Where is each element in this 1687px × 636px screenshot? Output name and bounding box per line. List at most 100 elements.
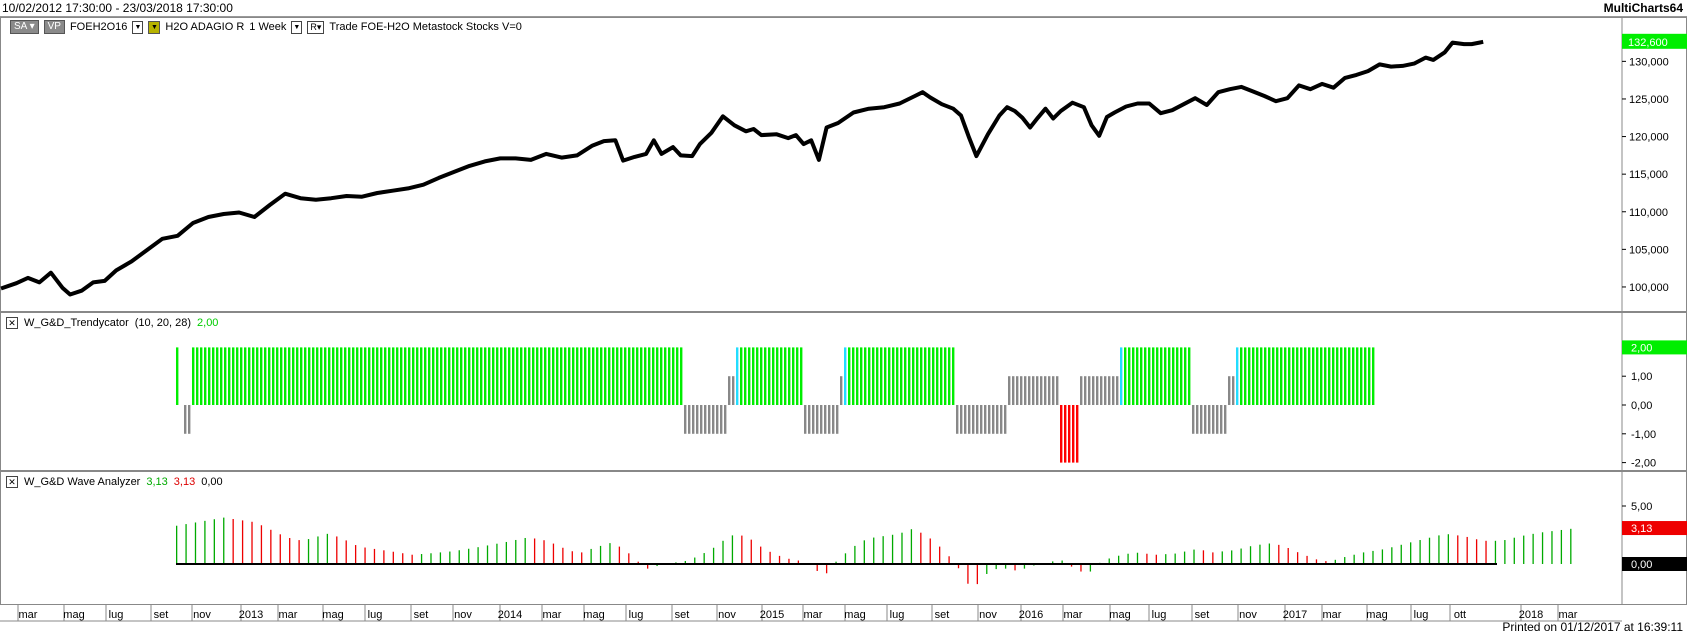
trendy-bar — [1160, 347, 1163, 405]
close-icon[interactable]: ✕ — [6, 476, 18, 488]
trendy-bar — [912, 347, 915, 405]
trendy-bar — [528, 347, 531, 405]
symbol-dropdown[interactable]: ▼ — [132, 20, 144, 34]
wave-bar — [1221, 551, 1223, 564]
trendy-bar — [260, 347, 263, 405]
trendy-bar — [288, 347, 291, 405]
trendy-bar — [404, 347, 407, 405]
trendy-bar — [884, 347, 887, 405]
wave-bar — [449, 551, 451, 564]
wave-bar — [703, 553, 705, 564]
resolution-dropdown[interactable]: ▼ — [291, 20, 303, 34]
trendy-bar — [1288, 347, 1291, 405]
x-tick-label: set — [675, 609, 690, 621]
trendy-bar — [316, 347, 319, 405]
trendy-bar — [448, 347, 451, 405]
trendy-bar — [600, 347, 603, 405]
trendy-bar — [1348, 347, 1351, 405]
trendy-bar — [424, 347, 427, 405]
trendy-bar — [420, 347, 423, 405]
trendy-bar — [1128, 347, 1131, 405]
trendy-bar — [300, 347, 303, 405]
trendy-bar — [364, 347, 367, 405]
trendy-bar — [544, 347, 547, 405]
x-tick-label: set — [1195, 609, 1210, 621]
wave-bar — [1136, 552, 1139, 564]
trendy-bar — [1008, 376, 1011, 405]
trendycator-value: 2,00 — [197, 317, 219, 329]
wave-bar — [816, 564, 818, 571]
trendy-bar — [1140, 347, 1143, 405]
trendy-bar — [820, 405, 823, 434]
trendy-bar — [216, 347, 219, 405]
trendy-bar — [184, 405, 187, 434]
trendy-bar — [576, 347, 579, 405]
trendy-bar — [1324, 347, 1327, 405]
wave-bar — [1457, 535, 1459, 564]
trendy-bar — [904, 347, 907, 405]
trendy-bar — [1012, 376, 1015, 405]
trendy-bar — [1084, 376, 1087, 405]
trendy-bar — [972, 405, 975, 434]
trendy-bar — [324, 347, 327, 405]
trendy-bar — [868, 347, 871, 405]
sa-button[interactable]: SA ▾ — [10, 20, 39, 34]
close-icon[interactable]: ✕ — [6, 317, 18, 329]
wave-bar — [882, 536, 884, 564]
trendy-bar — [768, 347, 771, 405]
trendycator-params: (10, 20, 28) — [134, 317, 192, 329]
trendy-bar — [256, 347, 259, 405]
wave-bar — [373, 548, 376, 564]
trendy-bar — [848, 347, 851, 405]
trendy-bar — [956, 405, 959, 434]
trendy-bar — [628, 347, 631, 405]
trendy-bar — [1352, 347, 1355, 405]
trendy-bar — [616, 347, 619, 405]
trendy-bar — [680, 347, 683, 405]
wave-bar — [468, 548, 470, 564]
r-label: R — [310, 21, 317, 32]
trendy-bar — [676, 347, 679, 405]
trendy-bar — [1296, 347, 1299, 405]
trendy-bar — [1364, 347, 1367, 405]
vp-button[interactable]: VP — [43, 20, 65, 34]
r-button[interactable]: R▾ — [307, 20, 325, 34]
trendy-bar — [264, 347, 267, 405]
trendy-bar — [1356, 347, 1359, 405]
y-tick-label: 125,000 — [1629, 94, 1669, 106]
trendy-bar — [624, 347, 627, 405]
trendy-bar — [1340, 347, 1343, 405]
wave-bar — [232, 518, 234, 564]
app-brand: MultiCharts64 — [1603, 1, 1683, 15]
trendy-bar — [672, 347, 675, 405]
wave-bar — [967, 564, 969, 584]
trendy-bar — [1136, 347, 1139, 405]
x-tick-label: mag — [322, 609, 343, 621]
wave-bar — [270, 529, 272, 564]
wave-bar — [1344, 557, 1346, 564]
trendy-bar — [524, 347, 527, 405]
wave-bar — [364, 547, 366, 564]
trendy-bar — [208, 347, 211, 405]
trendy-bar — [648, 347, 651, 405]
wave-bar — [1523, 535, 1525, 564]
y-tick-label: 1,00 — [1631, 371, 1652, 383]
trendy-bar — [380, 347, 383, 405]
wave-bar — [609, 543, 611, 564]
wave-bar — [486, 545, 489, 564]
wave-bar — [581, 552, 583, 564]
wave-bar — [948, 556, 950, 564]
wave-bar — [1504, 540, 1506, 564]
trendy-bar — [636, 347, 639, 405]
trendy-bar — [436, 347, 439, 405]
trendy-bar — [348, 347, 351, 405]
trendy-bar — [332, 347, 335, 405]
instrument-icon[interactable]: ▼ — [148, 20, 161, 34]
x-tick-label: lug — [1414, 609, 1429, 621]
trendy-bar — [1276, 347, 1279, 405]
trendy-bar — [1096, 376, 1099, 405]
trendy-bar — [1064, 405, 1067, 463]
wave-bar — [1014, 564, 1016, 571]
wave-bar — [920, 532, 922, 564]
trendy-bar — [804, 405, 807, 434]
